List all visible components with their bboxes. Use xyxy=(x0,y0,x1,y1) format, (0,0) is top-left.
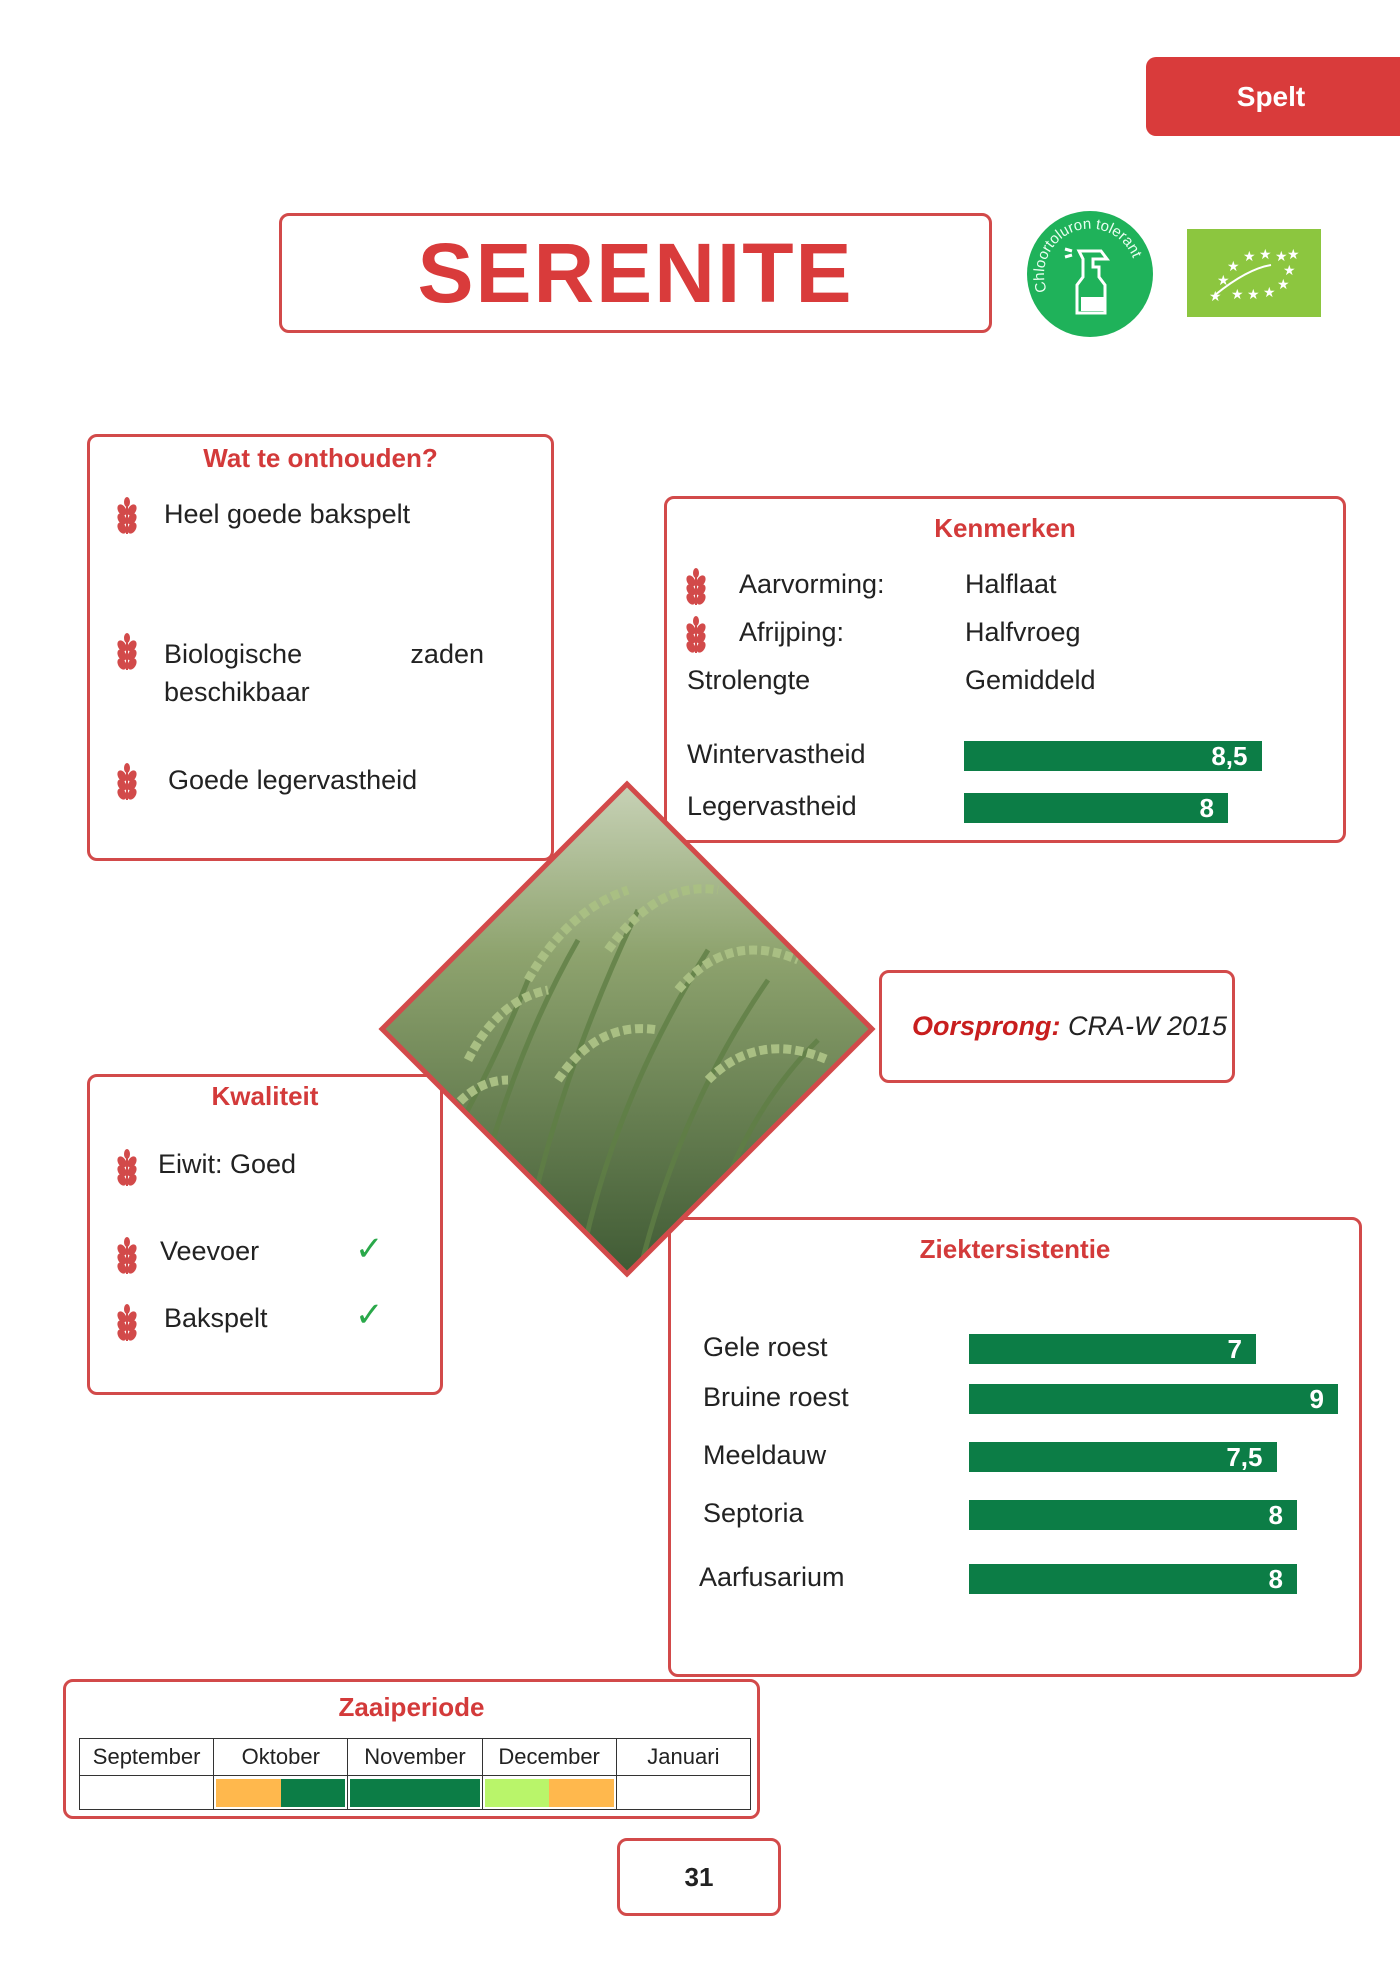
disease-score-bar: 7 xyxy=(969,1334,1256,1364)
origin-box: Oorsprong: CRA-W 2015 xyxy=(879,970,1235,1083)
svg-text:★: ★ xyxy=(1287,247,1300,263)
characteristic-label: Aarvorming: xyxy=(739,569,885,599)
sowing-cell xyxy=(615,1775,752,1810)
key-points-box: Wat te onthouden? Heel goede bakspelt Bi… xyxy=(87,434,554,861)
disease-score-bar: 8 xyxy=(969,1564,1297,1594)
score-label: Wintervastheid xyxy=(687,739,866,769)
characteristic-label: Afrijping: xyxy=(739,617,845,647)
svg-text:★: ★ xyxy=(1231,287,1244,303)
svg-text:★: ★ xyxy=(1247,287,1260,303)
wheat-icon xyxy=(685,616,707,654)
characteristics-heading: Kenmerken xyxy=(934,513,1076,543)
disease-label: Meeldauw xyxy=(703,1440,827,1470)
disease-label: Gele roest xyxy=(703,1332,828,1362)
svg-text:★: ★ xyxy=(1217,273,1230,289)
score-bar-wintervastheid: 8,5 xyxy=(964,741,1262,771)
svg-text:★: ★ xyxy=(1259,247,1272,263)
sowing-cell xyxy=(481,1775,617,1810)
page-number: 31 xyxy=(617,1838,781,1916)
score-label: Legervastheid xyxy=(687,791,857,821)
variety-title: SERENITE xyxy=(417,226,854,320)
sowing-segment-acceptable xyxy=(216,1778,281,1807)
origin-label: Oorsprong: xyxy=(912,1011,1061,1041)
wheat-icon xyxy=(685,568,707,606)
disease-score-bar: 9 xyxy=(969,1384,1338,1414)
wheat-icon xyxy=(116,497,138,535)
sowing-segment-optimal xyxy=(350,1778,480,1807)
svg-text:★: ★ xyxy=(1263,285,1276,301)
key-point: Heel goede bakspelt xyxy=(164,499,411,529)
disease-label: Aarfusarium xyxy=(699,1562,845,1592)
chlortoluron-tolerant-logo: Chloortoluron tolerant xyxy=(1027,211,1153,337)
spray-bottle-icon xyxy=(1064,247,1110,315)
score-bar-legervastheid: 8 xyxy=(964,793,1228,823)
svg-text:★: ★ xyxy=(1283,263,1296,279)
key-point: Goede legervastheid xyxy=(168,765,418,795)
svg-text:★: ★ xyxy=(1209,289,1222,305)
svg-text:★: ★ xyxy=(1243,249,1256,265)
quality-item: Veevoer xyxy=(160,1236,260,1266)
spelt-field-photo xyxy=(378,780,876,1278)
svg-text:★: ★ xyxy=(1227,259,1240,275)
characteristic-label: Strolengte xyxy=(687,665,811,695)
month-header: Oktober xyxy=(213,1738,349,1776)
svg-text:★: ★ xyxy=(1277,277,1290,293)
sowing-segment-acceptable xyxy=(549,1778,614,1807)
month-header: November xyxy=(347,1738,483,1776)
characteristic-value: Halfvroeg xyxy=(965,617,1081,647)
disease-resistance-box: Ziektersistentie Gele roest 7 Bruine roest… xyxy=(668,1217,1362,1677)
quality-box: Kwaliteit Eiwit: Goed Veevoer ✓ Bakspelt… xyxy=(87,1074,443,1395)
wheat-icon xyxy=(116,763,138,801)
check-icon: ✓ xyxy=(355,1230,384,1268)
wheat-icon xyxy=(116,1237,138,1275)
wheat-icon xyxy=(116,1304,138,1342)
sowing-period-box: Zaaiperiode September Oktober November Dece… xyxy=(63,1679,760,1819)
sowing-segment-late xyxy=(484,1778,550,1807)
disease-score-bar: 8 xyxy=(969,1500,1297,1530)
wheat-icon xyxy=(116,1149,138,1187)
origin-value: CRA-W 2015 xyxy=(1068,1011,1228,1041)
category-tab: Spelt xyxy=(1146,57,1400,136)
sowing-cell xyxy=(78,1775,215,1810)
eu-organic-logo: ★ ★ ★ ★ ★ ★ ★ ★ ★ ★ ★ ★ xyxy=(1187,229,1321,317)
key-points-heading: Wat te onthouden? xyxy=(203,443,438,473)
month-header: September xyxy=(78,1738,215,1776)
protein-label: Eiwit: Goed xyxy=(158,1149,297,1179)
quality-item: Bakspelt xyxy=(164,1303,268,1333)
key-point: Biologische zaden beschikbaar xyxy=(164,639,484,707)
disease-label: Bruine roest xyxy=(703,1382,849,1412)
sowing-cell xyxy=(213,1775,349,1810)
disease-resistance-heading: Ziektersistentie xyxy=(919,1234,1111,1264)
characteristic-value: Gemiddeld xyxy=(965,665,1096,695)
sowing-period-table: September Oktober November December Januari xyxy=(78,1738,752,1810)
month-header: Januari xyxy=(615,1738,752,1776)
quality-heading: Kwaliteit xyxy=(211,1081,319,1111)
check-icon: ✓ xyxy=(355,1296,384,1334)
disease-score-bar: 7,5 xyxy=(969,1442,1277,1472)
sowing-segment-optimal xyxy=(280,1778,346,1807)
characteristic-value: Halflaat xyxy=(965,569,1057,599)
title-box: SERENITE xyxy=(279,213,992,333)
characteristics-box: Kenmerken Aarvorming: Halflaat Afrijping… xyxy=(664,496,1346,843)
svg-text:★: ★ xyxy=(1275,249,1288,265)
sowing-period-heading: Zaaiperiode xyxy=(338,1692,485,1722)
sowing-cell xyxy=(347,1775,483,1810)
month-header: December xyxy=(481,1738,617,1776)
disease-label: Septoria xyxy=(703,1498,804,1528)
wheat-icon xyxy=(116,633,138,671)
